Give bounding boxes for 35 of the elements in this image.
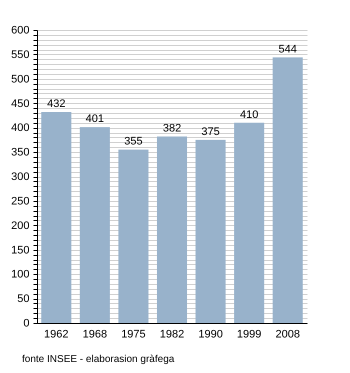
data-label: 544 (278, 43, 297, 56)
bar (156, 136, 188, 323)
x-tick-label: 1982 (160, 328, 184, 340)
x-tick-label: 2008 (275, 328, 300, 340)
bar (196, 140, 226, 323)
data-label: 355 (124, 136, 143, 148)
y-tick-label: 0 (23, 318, 30, 330)
y-tick-label: 200 (11, 220, 30, 232)
data-label: 382 (162, 122, 182, 134)
x-tick-label: 1999 (236, 328, 262, 340)
y-tick-label: 400 (11, 122, 30, 134)
x-tick-label: 1975 (121, 328, 146, 340)
data-label: 410 (240, 108, 258, 121)
y-tick-label: 350 (11, 146, 30, 159)
y-tick-label: 300 (11, 171, 30, 183)
y-tick-label: 100 (11, 268, 30, 281)
data-label: 432 (47, 98, 66, 110)
y-tick-label: 50 (17, 293, 30, 306)
bar (80, 127, 110, 323)
bar (272, 57, 303, 323)
x-tick-label: 1968 (82, 328, 108, 340)
data-label: 375 (201, 126, 220, 138)
x-tick-label: 1962 (44, 328, 69, 340)
y-tick-label: 500 (11, 73, 30, 86)
data-label: 401 (86, 113, 104, 126)
bar (234, 122, 264, 323)
y-tick-label: 150 (11, 244, 30, 256)
source-note: fonte INSEE - elaborasion gràfega (22, 354, 174, 365)
y-tick-label: 250 (11, 195, 30, 208)
bar (118, 150, 148, 323)
y-tick-label: 450 (11, 98, 30, 110)
y-tick-label: 550 (11, 48, 30, 61)
x-tick-label: 1990 (198, 328, 223, 340)
y-tick-label: 600 (11, 24, 30, 36)
bar (41, 112, 72, 323)
